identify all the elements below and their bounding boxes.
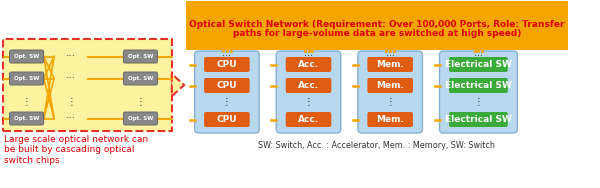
FancyBboxPatch shape: [449, 112, 508, 127]
Text: CPU: CPU: [217, 81, 237, 90]
Text: CPU: CPU: [217, 60, 237, 69]
FancyBboxPatch shape: [358, 51, 422, 133]
Text: ⋮: ⋮: [22, 97, 31, 107]
FancyBboxPatch shape: [367, 57, 413, 72]
FancyBboxPatch shape: [286, 78, 331, 93]
FancyBboxPatch shape: [10, 72, 44, 85]
Text: Large scale optical network can
be built by cascading optical
switch chips: Large scale optical network can be built…: [4, 135, 148, 165]
FancyBboxPatch shape: [286, 112, 331, 127]
Text: Mem.: Mem.: [376, 60, 404, 69]
FancyBboxPatch shape: [10, 50, 44, 63]
FancyBboxPatch shape: [367, 78, 413, 93]
Text: ···: ···: [66, 114, 76, 124]
Text: ⋮: ⋮: [67, 97, 76, 107]
Text: ···: ···: [474, 51, 483, 61]
FancyBboxPatch shape: [286, 57, 331, 72]
Text: Acc.: Acc.: [298, 115, 319, 124]
FancyBboxPatch shape: [194, 51, 259, 133]
FancyBboxPatch shape: [367, 112, 413, 127]
Text: Electrical SW: Electrical SW: [445, 115, 512, 124]
FancyBboxPatch shape: [449, 57, 508, 72]
Text: Opt. SW: Opt. SW: [128, 76, 153, 81]
FancyBboxPatch shape: [204, 57, 250, 72]
Text: Opt. SW: Opt. SW: [128, 54, 153, 59]
FancyBboxPatch shape: [124, 72, 158, 85]
Polygon shape: [172, 74, 184, 96]
FancyBboxPatch shape: [124, 50, 158, 63]
Text: ⋮: ⋮: [385, 98, 395, 108]
Text: Electrical SW: Electrical SW: [445, 60, 512, 69]
Text: Mem.: Mem.: [376, 115, 404, 124]
Text: ···: ···: [223, 51, 232, 61]
Text: Opt. SW: Opt. SW: [14, 54, 39, 59]
FancyBboxPatch shape: [449, 78, 508, 93]
FancyBboxPatch shape: [3, 39, 172, 131]
Text: Acc.: Acc.: [298, 81, 319, 90]
Text: Opt. SW: Opt. SW: [14, 76, 39, 81]
FancyBboxPatch shape: [440, 51, 517, 133]
Text: ···: ···: [66, 52, 76, 61]
FancyBboxPatch shape: [186, 1, 568, 50]
Text: SW: Switch, Acc. : Accelerator, Mem. : Memory, SW: Switch: SW: Switch, Acc. : Accelerator, Mem. : M…: [259, 142, 496, 151]
FancyBboxPatch shape: [204, 78, 250, 93]
FancyBboxPatch shape: [276, 51, 341, 133]
Text: paths for large-volume data are switched at high speed): paths for large-volume data are switched…: [233, 29, 521, 38]
FancyBboxPatch shape: [124, 112, 158, 125]
Text: ···: ···: [304, 51, 313, 61]
Text: Optical Switch Network (Requirement: Over 100,000 Ports, Role: Transfer: Optical Switch Network (Requirement: Ove…: [189, 20, 565, 29]
Text: Mem.: Mem.: [376, 81, 404, 90]
Text: ⋮: ⋮: [304, 98, 313, 108]
Text: CPU: CPU: [217, 115, 237, 124]
FancyBboxPatch shape: [10, 112, 44, 125]
Text: Electrical SW: Electrical SW: [445, 81, 512, 90]
Text: ···: ···: [386, 51, 395, 61]
Text: ⋮: ⋮: [222, 98, 232, 108]
Text: ⋮: ⋮: [473, 98, 484, 108]
Text: Acc.: Acc.: [298, 60, 319, 69]
Text: ⋮: ⋮: [136, 97, 145, 107]
Text: Opt. SW: Opt. SW: [14, 116, 39, 121]
Text: ···: ···: [66, 74, 76, 83]
FancyBboxPatch shape: [204, 112, 250, 127]
Text: Opt. SW: Opt. SW: [128, 116, 153, 121]
